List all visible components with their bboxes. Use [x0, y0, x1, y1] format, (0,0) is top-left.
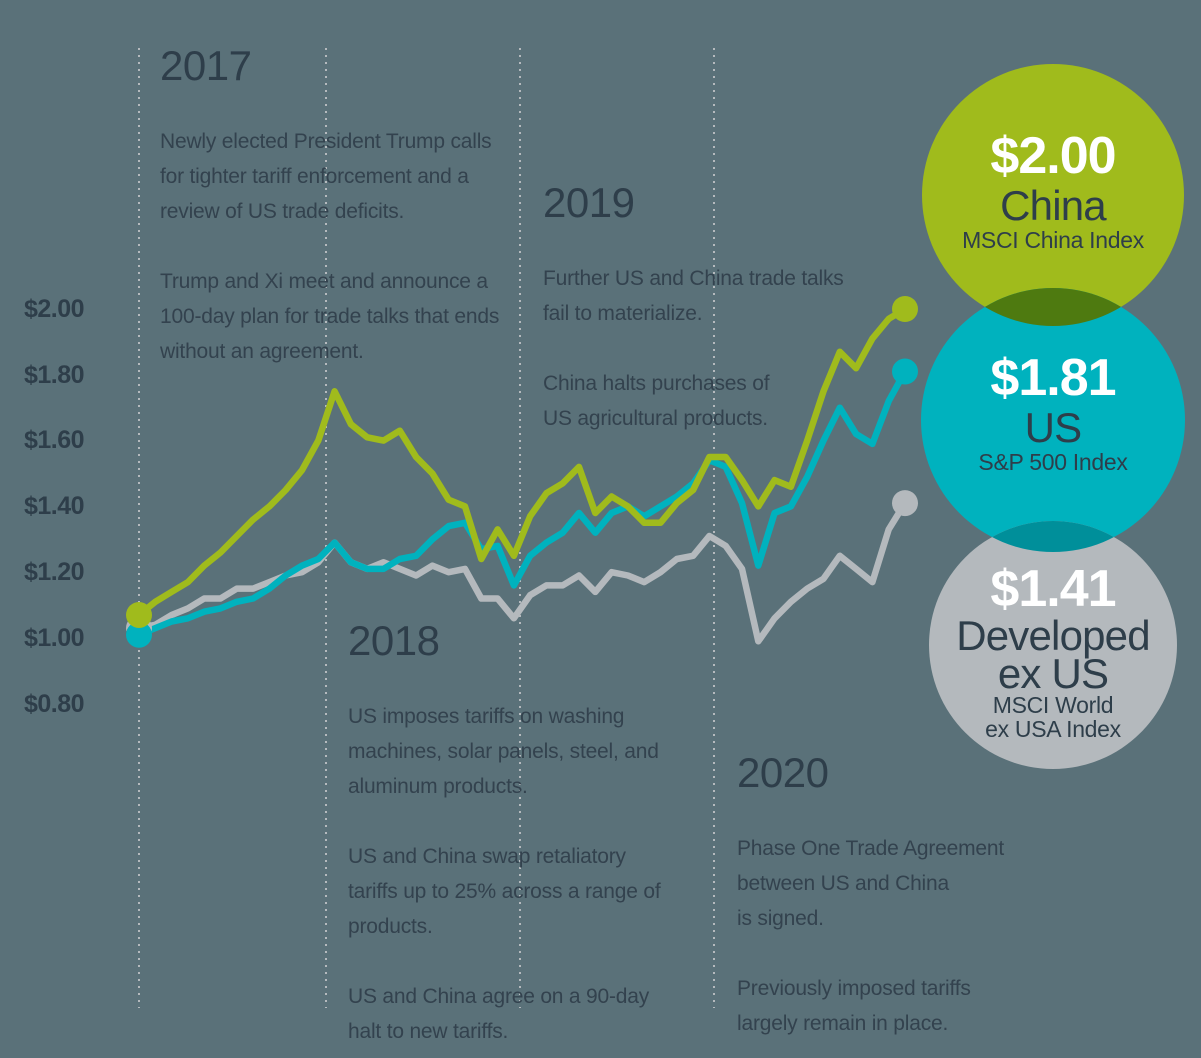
annotation-line: review of US trade deficits. [160, 200, 405, 223]
annotation-line: for tighter tariff enforcement and a [160, 165, 469, 188]
annotation-2018: 2018 US imposes tariffs on washing machi… [348, 618, 688, 1058]
y-axis-label: $1.40 [24, 492, 85, 520]
badge-china-value: $2.00 [990, 127, 1116, 185]
annotation-line: aluminum products. [348, 775, 528, 798]
badge-developed-ex-us: $1.41 Developed ex US MSCI World ex USA … [903, 561, 1201, 741]
annotation-line: US and China agree on a 90-day [348, 985, 650, 1008]
annotation-line: halt to new tariffs. [348, 1020, 509, 1043]
y-axis-label: $1.80 [24, 361, 85, 389]
end-dot-dev-ex-us [892, 490, 918, 517]
annotation-line: Newly elected President Trump calls [160, 130, 492, 153]
annotation-line: US agricultural products. [543, 407, 768, 430]
annotation-line: largely remain in place. [737, 1012, 949, 1035]
series-line-us [135, 368, 909, 638]
annotation-year-2017: 2017 [160, 42, 252, 89]
annotation-year-2020: 2020 [737, 749, 829, 796]
annotation-line: 100-day plan for trade talks that ends [160, 305, 500, 328]
annotation-2017: 2017 Newly elected President Trump calls… [160, 43, 520, 404]
badge-china: $2.00 China MSCI China Index [903, 128, 1201, 252]
annotation-line: fail to materialize. [543, 302, 703, 325]
start-dot-us [126, 621, 152, 648]
badge-china-name: China [1000, 182, 1107, 229]
badge-us-name: US [1024, 404, 1083, 451]
badge-dev-name: ex US [997, 650, 1109, 697]
badge-us-value: $1.81 [990, 349, 1116, 407]
badge-circle-us [921, 288, 1185, 552]
badge-us-index: S&P 500 Index [978, 449, 1128, 475]
y-axis-label: $0.80 [24, 690, 85, 718]
badge-dev-index: ex USA Index [985, 716, 1121, 742]
y-axis-label: $1.00 [24, 624, 85, 652]
annotation-line: Further US and China trade talks [543, 267, 844, 290]
badge-us: $1.81 US S&P 500 Index [903, 350, 1201, 474]
series-line-dev-ex-us [135, 499, 909, 645]
annotation-year-2018: 2018 [348, 617, 440, 664]
series-line-china [135, 305, 909, 619]
annotation-line: between US and China [737, 872, 949, 895]
badge-circle-china [922, 64, 1184, 326]
annotation-line: Trump and Xi meet and announce a [160, 270, 488, 293]
y-axis-label: $1.60 [24, 426, 85, 454]
badge-dev-name: Developed [956, 612, 1150, 659]
annotation-line: Previously imposed tariffs [737, 977, 971, 1000]
annotation-line: without an agreement. [160, 340, 364, 363]
badge-china-index: MSCI China Index [962, 227, 1144, 253]
annotation-line: China halts purchases of [543, 372, 770, 395]
annotation-line: US and China swap retaliatory [348, 845, 626, 868]
annotation-2019: 2019 Further US and China trade talks fa… [543, 180, 873, 471]
annotation-year-2019: 2019 [543, 179, 635, 226]
badge-dev-index: MSCI World [992, 692, 1114, 718]
y-axis-label: $1.20 [24, 558, 85, 586]
end-dot-china [892, 296, 918, 322]
start-dot-china [126, 601, 152, 628]
annotation-2020: 2020 Phase One Trade Agreement between U… [737, 750, 1017, 1058]
y-axis-label: $2.00 [24, 295, 85, 323]
annotation-line: products. [348, 915, 433, 938]
annotation-line: US imposes tariffs on washing [348, 705, 625, 728]
badge-circle-developed-ex-us [929, 521, 1177, 769]
annotation-line: machines, solar panels, steel, and [348, 740, 659, 763]
annotation-line: is signed. [737, 907, 824, 930]
badge-dev-value: $1.41 [990, 560, 1116, 618]
annotation-line: Phase One Trade Agreement [737, 837, 1005, 860]
annotation-line: tariffs up to 25% across a range of [348, 880, 661, 903]
end-dot-us [892, 358, 918, 385]
